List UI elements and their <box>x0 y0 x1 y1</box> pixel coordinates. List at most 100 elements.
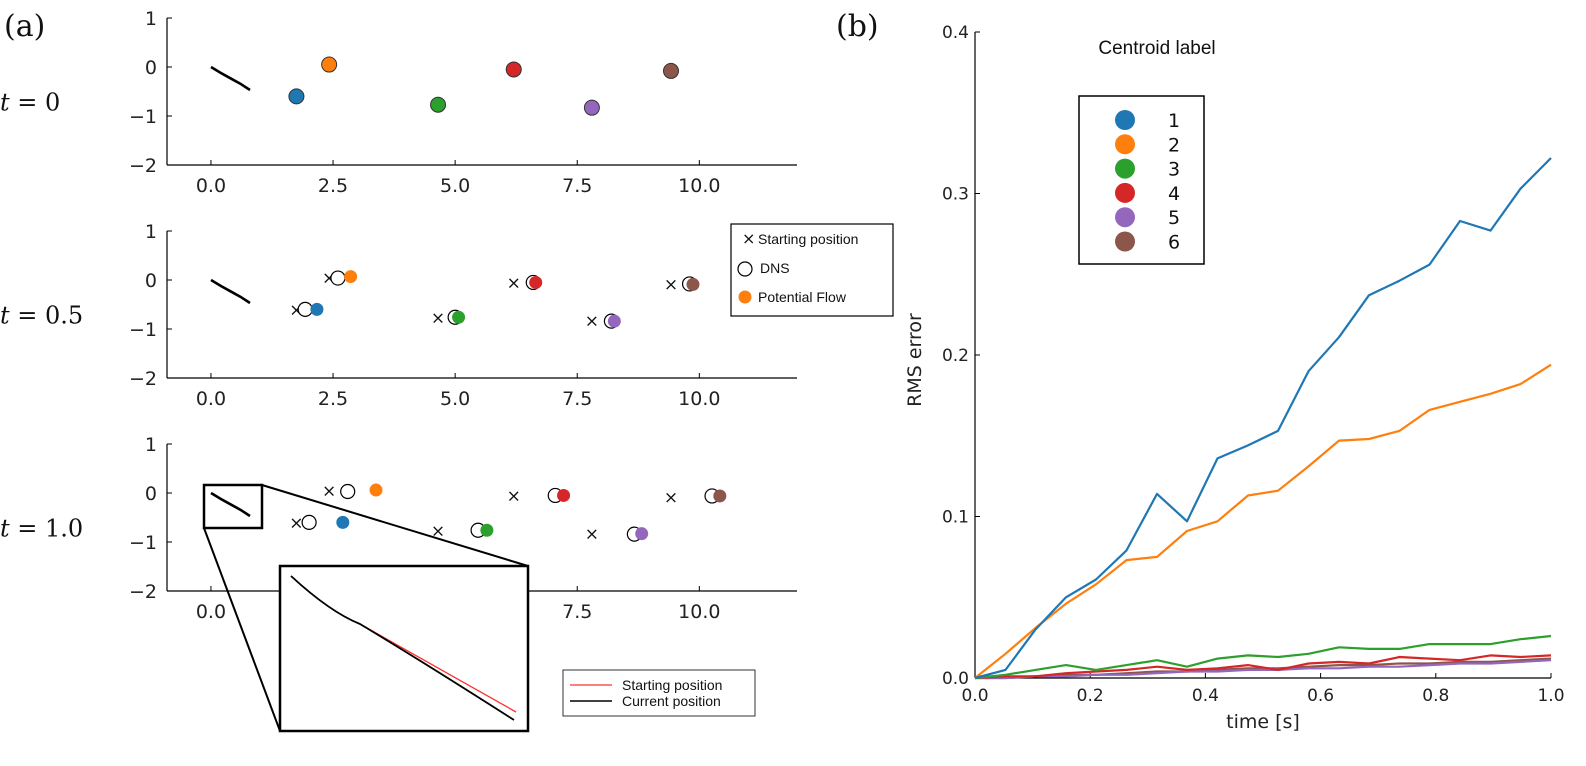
x-tick-label: 5.0 <box>440 388 470 410</box>
y-tick-label: 1 <box>145 8 157 30</box>
start-cross-marker: × <box>507 486 521 506</box>
legend-b-marker-2 <box>1115 134 1135 155</box>
time-var: t <box>0 88 10 116</box>
time-value: 0.5 <box>45 301 83 329</box>
x-tick-label: 5.0 <box>440 175 470 197</box>
inset-connector-right <box>261 484 529 567</box>
x-tick-label: 10.0 <box>678 601 720 623</box>
time-label: t = 0 <box>0 88 60 116</box>
inset-source-rect <box>202 483 264 530</box>
panel-b-xlabel: time [s] <box>1226 711 1300 733</box>
legend-b-marker-6 <box>1115 231 1135 252</box>
legend-b-label-6: 6 <box>1168 232 1180 254</box>
dns-marker <box>330 270 346 286</box>
plate-line <box>210 65 251 92</box>
y-tick-label: 0 <box>145 270 157 292</box>
start-cross-marker: × <box>322 482 336 502</box>
time-eq: = <box>10 514 45 542</box>
panel-b-label: (b) <box>836 9 879 44</box>
time-eq: = <box>10 88 45 116</box>
legend-a-box <box>730 223 894 317</box>
x-tick-label: 0.0 <box>196 175 226 197</box>
b-x-tick-label: 0.0 <box>961 686 988 706</box>
time-var: t <box>0 301 10 329</box>
pf-marker-5 <box>635 527 649 541</box>
start-cross-marker: × <box>585 312 599 332</box>
panel-a-label: (a) <box>4 9 45 44</box>
pf-marker-3 <box>430 96 447 113</box>
start-cross-marker: × <box>585 525 599 545</box>
legend-a-start-label: Starting position <box>758 231 858 247</box>
panel-b-ylabel: RMS error <box>904 313 926 407</box>
dns-marker <box>301 514 317 531</box>
pf-marker-6 <box>686 277 700 291</box>
x-tick-label: 0.0 <box>196 601 226 623</box>
pf-marker-1 <box>310 302 324 316</box>
start-cross-marker: × <box>507 273 521 293</box>
y-tick-label: −1 <box>129 319 157 341</box>
y-tick-label: −2 <box>129 581 157 603</box>
pf-marker-1 <box>336 515 350 529</box>
x-tick-label: 10.0 <box>678 175 720 197</box>
legend-b-label-1: 1 <box>1168 110 1180 132</box>
b-y-tick-label: 0.2 <box>942 346 969 366</box>
zoom-inset <box>203 484 530 733</box>
pf-marker-6 <box>663 62 679 79</box>
panel-a: (a) 10−1−20.0 2.5 5.0 7.5 10.0t = 010−1−20.0… <box>0 8 894 733</box>
legend-a-cross-marker: × <box>742 229 755 248</box>
series-line-1 <box>974 157 1552 680</box>
b-y-tick-label: 0.3 <box>942 185 969 205</box>
time-label: t = 0.5 <box>0 301 83 329</box>
inset-legend-start-label: Starting position <box>622 677 722 693</box>
pf-marker-3 <box>452 310 466 324</box>
time-eq: = <box>10 301 45 329</box>
panel-b: (b) 0.0 0.1 0.2 0.3 0.4 0.0 0.2 0.4 0.6 0.8 1.0 RM… <box>836 9 1565 733</box>
series-line-4 <box>974 654 1552 680</box>
pf-marker-4 <box>505 61 522 78</box>
x-tick-label: 2.5 <box>318 175 348 197</box>
pf-marker-2 <box>321 56 338 73</box>
time-value: 1.0 <box>45 514 83 542</box>
x-tick-label: 7.5 <box>562 601 592 623</box>
legend-b-marker-4 <box>1115 182 1135 203</box>
pf-marker-3 <box>480 523 494 537</box>
x-tick-label: 7.5 <box>562 175 592 197</box>
pf-marker-5 <box>583 99 600 116</box>
y-tick-label: 1 <box>145 221 157 243</box>
pf-marker-4 <box>529 275 543 289</box>
y-tick-label: −1 <box>129 532 157 554</box>
pf-marker-4 <box>557 488 571 502</box>
x-tick-label: 10.0 <box>678 388 720 410</box>
start-cross-marker: × <box>431 309 445 329</box>
legend-b-marker-1 <box>1115 110 1135 130</box>
pf-marker-2 <box>369 483 383 497</box>
dns-marker <box>297 301 313 317</box>
pf-marker-5 <box>607 314 621 328</box>
x-tick-label: 2.5 <box>318 388 348 410</box>
inset-connector-left <box>203 527 281 732</box>
start-cross-marker: × <box>664 275 678 295</box>
x-tick-label: 7.5 <box>562 388 592 410</box>
time-var: t <box>0 514 10 542</box>
b-x-tick-label: 0.8 <box>1422 686 1449 706</box>
inset-legend-box <box>562 669 756 717</box>
legend-b-title: Centroid label <box>1098 38 1215 59</box>
time-label: t = 1.0 <box>0 514 83 542</box>
y-tick-label: 1 <box>145 434 157 456</box>
time-value: 0 <box>45 88 60 116</box>
series-line-3 <box>974 634 1552 680</box>
start-cross-marker: × <box>664 488 678 508</box>
b-y-tick-label: 0.0 <box>942 669 969 689</box>
plate-line <box>210 278 251 305</box>
legend-a-pf-label: Potential Flow <box>758 289 847 305</box>
b-y-tick-label: 0.4 <box>942 23 969 43</box>
legend-b-marker-5 <box>1115 207 1135 228</box>
legend-a-dns-marker <box>737 261 753 277</box>
subplot-1: 10−1−20.0 2.5 5.0 7.5 10.0t = 0.5 ×××××× <box>0 221 797 410</box>
b-x-tick-label: 0.4 <box>1192 686 1219 706</box>
series-line-2 <box>974 363 1552 679</box>
b-x-tick-label: 0.2 <box>1077 686 1104 706</box>
b-x-tick-label: 0.6 <box>1307 686 1334 706</box>
y-tick-label: −1 <box>129 106 157 128</box>
